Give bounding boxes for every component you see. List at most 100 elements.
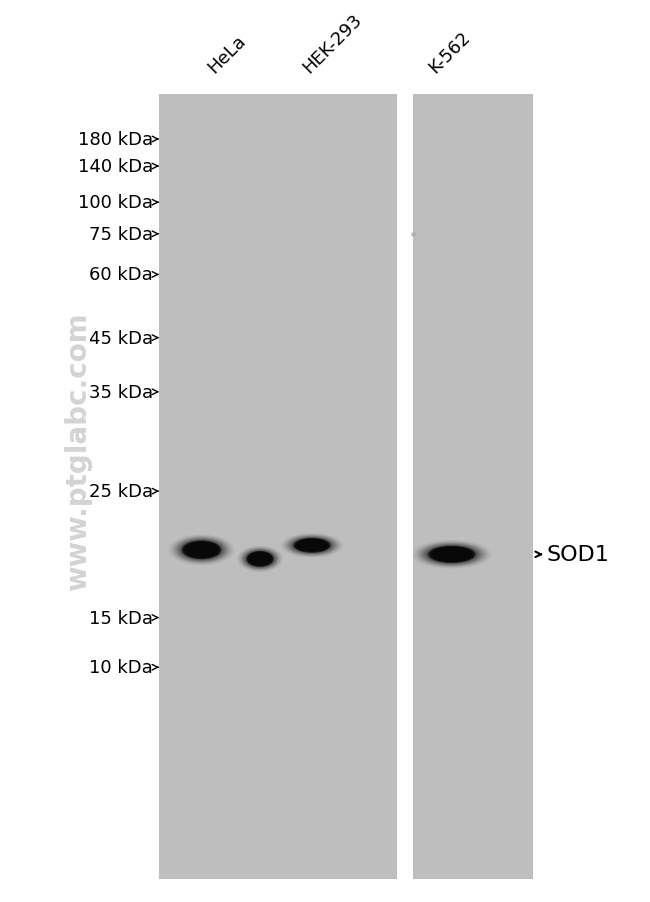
Ellipse shape [195, 548, 208, 553]
Ellipse shape [185, 542, 218, 558]
Ellipse shape [306, 543, 318, 548]
Ellipse shape [248, 552, 272, 566]
Ellipse shape [307, 544, 317, 548]
Ellipse shape [200, 549, 203, 551]
Ellipse shape [434, 548, 470, 561]
Ellipse shape [198, 548, 205, 552]
Text: SOD1: SOD1 [546, 545, 609, 565]
Ellipse shape [300, 541, 324, 550]
Ellipse shape [194, 547, 209, 554]
Ellipse shape [448, 554, 454, 556]
Ellipse shape [306, 544, 318, 548]
Ellipse shape [446, 553, 458, 557]
Ellipse shape [247, 552, 273, 566]
Ellipse shape [200, 549, 203, 551]
Ellipse shape [298, 540, 326, 551]
Ellipse shape [254, 556, 266, 563]
Ellipse shape [244, 550, 276, 568]
Text: 25 kDa: 25 kDa [88, 483, 153, 501]
Ellipse shape [181, 541, 222, 559]
Ellipse shape [256, 557, 264, 561]
Ellipse shape [446, 553, 458, 557]
Ellipse shape [196, 548, 207, 553]
Ellipse shape [296, 539, 328, 552]
Bar [413, 95, 533, 879]
Ellipse shape [249, 553, 271, 566]
Ellipse shape [304, 542, 320, 549]
Ellipse shape [303, 542, 321, 549]
Ellipse shape [441, 551, 463, 558]
Ellipse shape [309, 545, 315, 547]
Ellipse shape [250, 554, 270, 565]
Ellipse shape [439, 550, 464, 559]
Ellipse shape [196, 548, 207, 553]
Ellipse shape [439, 550, 465, 559]
Ellipse shape [424, 545, 479, 565]
Ellipse shape [257, 557, 263, 561]
Ellipse shape [194, 547, 209, 554]
Ellipse shape [306, 543, 318, 548]
Ellipse shape [295, 539, 329, 552]
Ellipse shape [309, 545, 315, 547]
Ellipse shape [250, 554, 270, 565]
Ellipse shape [184, 542, 219, 558]
Bar [159, 95, 396, 879]
Ellipse shape [257, 557, 263, 561]
Ellipse shape [251, 554, 269, 565]
Ellipse shape [199, 549, 204, 551]
Ellipse shape [254, 556, 266, 563]
Ellipse shape [435, 548, 469, 561]
Ellipse shape [191, 546, 212, 555]
Ellipse shape [423, 545, 480, 565]
Ellipse shape [254, 556, 266, 563]
Ellipse shape [187, 543, 216, 557]
Ellipse shape [259, 558, 261, 560]
Text: 180 kDa: 180 kDa [77, 131, 153, 149]
Ellipse shape [179, 539, 224, 561]
Ellipse shape [440, 550, 463, 559]
Ellipse shape [245, 550, 275, 568]
Ellipse shape [291, 538, 333, 554]
Ellipse shape [188, 544, 215, 557]
Ellipse shape [188, 544, 215, 557]
Ellipse shape [198, 548, 205, 552]
Ellipse shape [311, 545, 313, 547]
Ellipse shape [436, 549, 467, 560]
Ellipse shape [197, 548, 206, 552]
Text: 35 kDa: 35 kDa [88, 383, 153, 401]
Ellipse shape [296, 539, 328, 552]
Ellipse shape [427, 546, 476, 564]
Ellipse shape [257, 557, 263, 561]
Ellipse shape [434, 548, 470, 561]
Ellipse shape [255, 557, 265, 562]
Ellipse shape [445, 552, 459, 557]
Ellipse shape [248, 552, 272, 566]
Ellipse shape [304, 542, 320, 549]
Ellipse shape [300, 541, 324, 550]
Ellipse shape [432, 548, 471, 562]
Ellipse shape [252, 555, 268, 564]
Ellipse shape [185, 542, 218, 558]
Ellipse shape [291, 537, 333, 554]
Ellipse shape [256, 557, 264, 562]
Text: 140 kDa: 140 kDa [77, 158, 153, 176]
Ellipse shape [297, 539, 327, 552]
Ellipse shape [308, 544, 316, 548]
Ellipse shape [258, 558, 262, 560]
Ellipse shape [307, 544, 317, 548]
Ellipse shape [430, 547, 473, 563]
Ellipse shape [250, 553, 270, 566]
Ellipse shape [425, 545, 478, 565]
Ellipse shape [439, 550, 465, 559]
Ellipse shape [178, 539, 225, 561]
Ellipse shape [302, 541, 322, 550]
Ellipse shape [198, 548, 205, 552]
Ellipse shape [252, 555, 268, 564]
Ellipse shape [259, 558, 261, 560]
Text: 60 kDa: 60 kDa [89, 266, 153, 284]
Ellipse shape [298, 540, 326, 551]
Ellipse shape [254, 556, 266, 563]
Ellipse shape [293, 538, 331, 553]
Ellipse shape [244, 550, 276, 568]
Ellipse shape [428, 546, 476, 564]
